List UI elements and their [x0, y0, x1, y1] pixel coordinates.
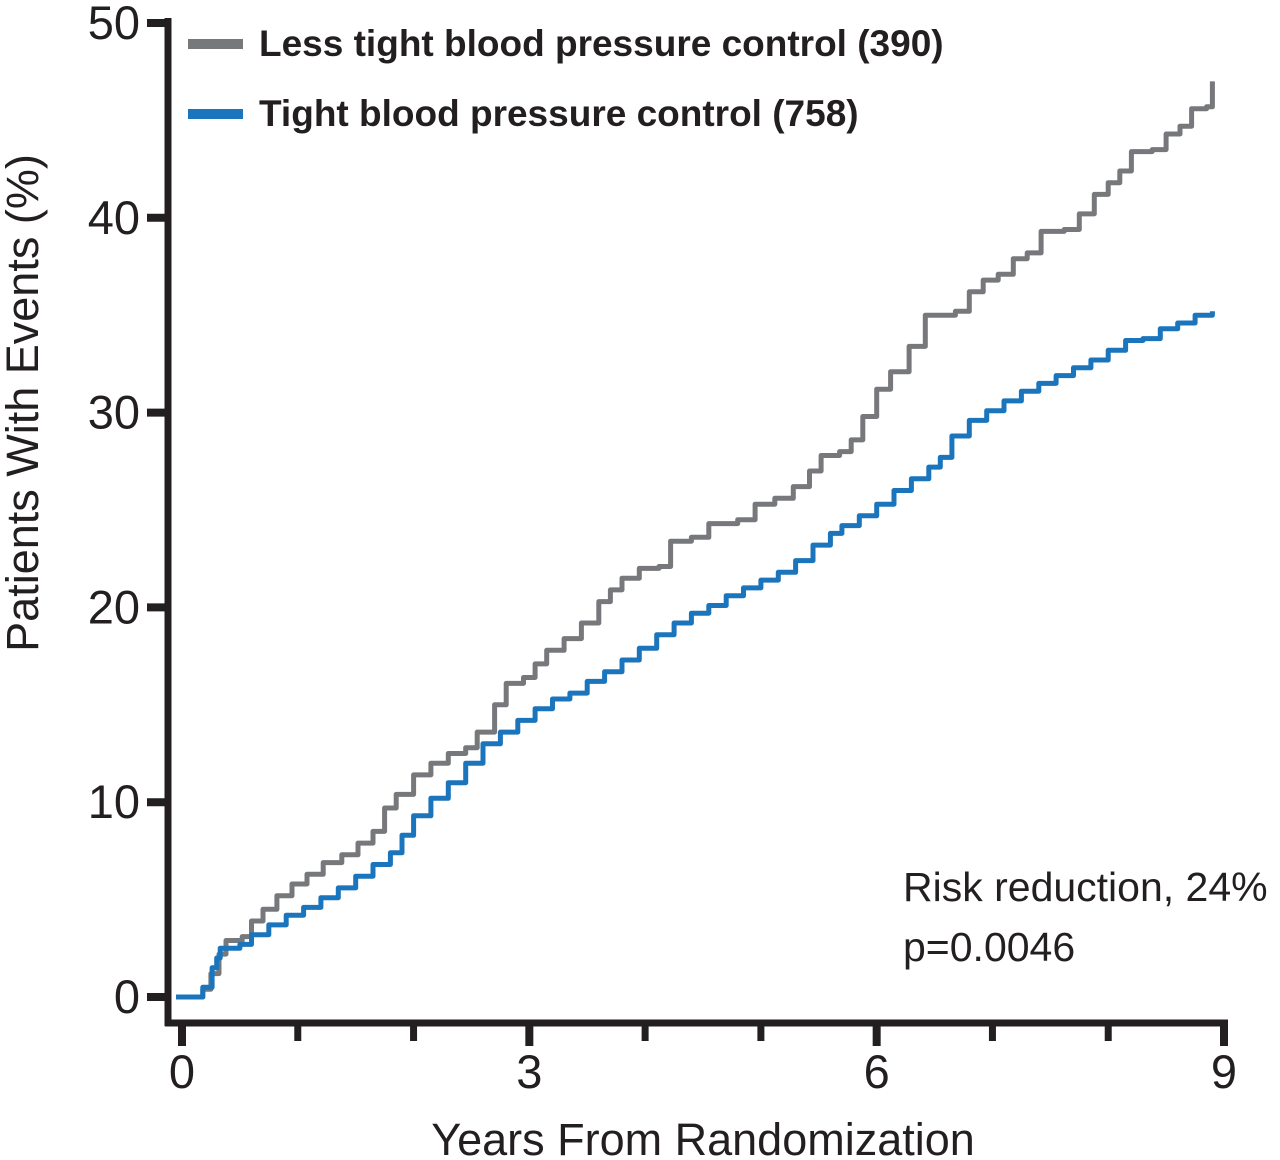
x-tick-label: 0 [169, 1045, 195, 1098]
y-tick-label: 0 [114, 970, 140, 1023]
legend-item-tight: Tight blood pressure control (758) [188, 92, 944, 136]
legend-label-less-tight: Less tight blood pressure control (390) [259, 23, 944, 64]
y-tick-label: 40 [88, 191, 140, 244]
y-axis-title: Patients With Events (%) [0, 154, 48, 652]
legend-swatch-less-tight-icon [188, 39, 243, 49]
x-tick-label: 9 [1211, 1045, 1237, 1098]
legend: Less tight blood pressure control (390) … [188, 22, 944, 162]
x-tick-label: 3 [516, 1045, 542, 1098]
x-tick-label: 6 [864, 1045, 890, 1098]
y-tick-label: 10 [88, 775, 140, 828]
tight-curve [176, 311, 1215, 1000]
risk-reduction-text: Risk reduction, 24% [903, 864, 1268, 910]
p-value-text: p=0.0046 [903, 924, 1076, 970]
legend-item-less-tight: Less tight blood pressure control (390) [188, 22, 944, 66]
y-tick-label: 20 [88, 580, 140, 633]
legend-label-tight: Tight blood pressure control (758) [259, 93, 859, 134]
less-tight-curve [176, 81, 1215, 1000]
y-tick-label: 50 [88, 0, 140, 49]
legend-swatch-tight-icon [188, 109, 243, 119]
y-tick-label: 30 [88, 386, 140, 439]
annotation-block: Risk reduction, 24% p=0.0046 [903, 862, 1268, 982]
x-axis-title: Years From Randomization [431, 1114, 975, 1160]
